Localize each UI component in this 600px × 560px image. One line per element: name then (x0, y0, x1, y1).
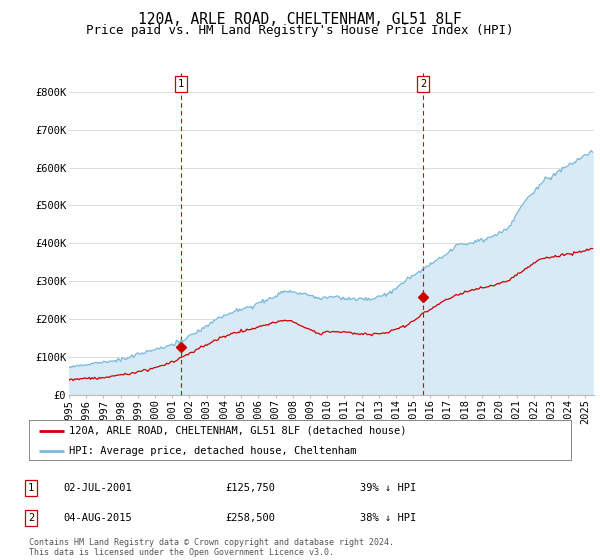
Text: 2: 2 (28, 513, 34, 523)
Text: 120A, ARLE ROAD, CHELTENHAM, GL51 8LF (detached house): 120A, ARLE ROAD, CHELTENHAM, GL51 8LF (d… (70, 426, 407, 436)
Text: £258,500: £258,500 (225, 513, 275, 523)
Text: 1: 1 (28, 483, 34, 493)
Text: £125,750: £125,750 (225, 483, 275, 493)
Text: 1: 1 (178, 79, 184, 89)
Text: Contains HM Land Registry data © Crown copyright and database right 2024.
This d: Contains HM Land Registry data © Crown c… (29, 538, 394, 557)
Text: 39% ↓ HPI: 39% ↓ HPI (360, 483, 416, 493)
Text: 38% ↓ HPI: 38% ↓ HPI (360, 513, 416, 523)
Text: HPI: Average price, detached house, Cheltenham: HPI: Average price, detached house, Chel… (70, 446, 357, 456)
Text: 120A, ARLE ROAD, CHELTENHAM, GL51 8LF: 120A, ARLE ROAD, CHELTENHAM, GL51 8LF (138, 12, 462, 27)
Text: 02-JUL-2001: 02-JUL-2001 (63, 483, 132, 493)
Text: Price paid vs. HM Land Registry's House Price Index (HPI): Price paid vs. HM Land Registry's House … (86, 24, 514, 37)
Text: 04-AUG-2015: 04-AUG-2015 (63, 513, 132, 523)
Text: 2: 2 (420, 79, 427, 89)
